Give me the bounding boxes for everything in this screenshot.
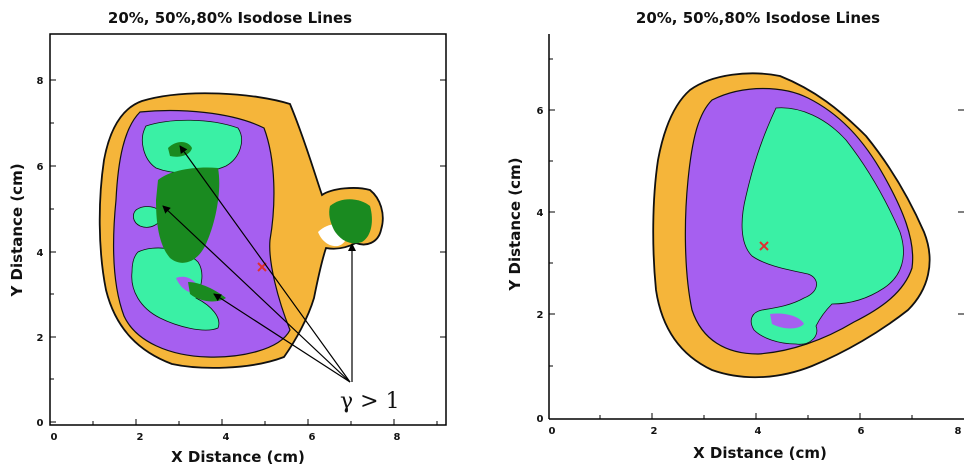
y-tick-4-right: 4 (537, 208, 544, 219)
y-tick-2: 2 (37, 333, 44, 344)
x-tick-8-right: 8 (955, 426, 962, 437)
y-tick-2-right: 2 (537, 310, 544, 321)
chart-right-ylabel: Y Distance (cm) (506, 157, 524, 291)
y-tick-8: 8 (37, 76, 44, 87)
x-tick-4: 4 (223, 432, 230, 443)
arrow-3 (213, 293, 351, 383)
x-tick-2-right: 2 (651, 426, 658, 437)
y-tick-6: 6 (37, 162, 44, 173)
isodose-80-region-left (132, 206, 163, 228)
x-tick-6-right: 6 (858, 426, 865, 437)
gamma-arrows (162, 145, 356, 383)
gamma-fail-center (156, 167, 220, 263)
isodose-80-notch-right (770, 313, 804, 329)
x-tick-0-right: 0 (549, 426, 556, 437)
gamma-annotation: γ > 1 (340, 389, 400, 414)
chart-left-tick-labels: 0 2 4 6 8 0 2 4 6 8 (37, 76, 401, 443)
chart-right-tick-labels: 0 2 4 6 8 0 2 4 6 (537, 106, 962, 437)
arrow-1 (179, 145, 351, 383)
chart-right: 20%, 50%,80% Isodose Lines (506, 9, 964, 462)
chart-right-title: 20%, 50%,80% Isodose Lines (636, 9, 880, 27)
chart-right-xlabel: X Distance (cm) (693, 444, 827, 462)
arrow-2 (162, 205, 351, 383)
x-tick-4-right: 4 (755, 426, 762, 437)
y-tick-0: 0 (37, 418, 44, 429)
chart-right-axes (548, 58, 964, 419)
center-marker-right (759, 241, 769, 251)
x-tick-0: 0 (51, 432, 58, 443)
isodose-80-region-bottom (131, 247, 220, 331)
isodose-80-region-top (142, 119, 242, 174)
chart-left: 20%, 50%,80% Isodose Lines (49, 9, 447, 426)
x-tick-2: 2 (137, 432, 144, 443)
isodose-80-region-right (741, 107, 904, 345)
chart-left-axes (49, 79, 446, 425)
chart-left-title: 20%, 50%,80% Isodose Lines (108, 9, 352, 27)
y-tick-0-right: 0 (537, 414, 544, 425)
gamma-fail-right (329, 199, 372, 244)
x-tick-8: 8 (394, 432, 401, 443)
chart-left-xlabel: X Distance (cm) (171, 448, 305, 466)
y-tick-6-right: 6 (537, 106, 544, 117)
chart-left-ylabel: Y Distance (cm) (8, 163, 26, 297)
y-tick-4: 4 (37, 248, 44, 259)
x-tick-6: 6 (309, 432, 316, 443)
